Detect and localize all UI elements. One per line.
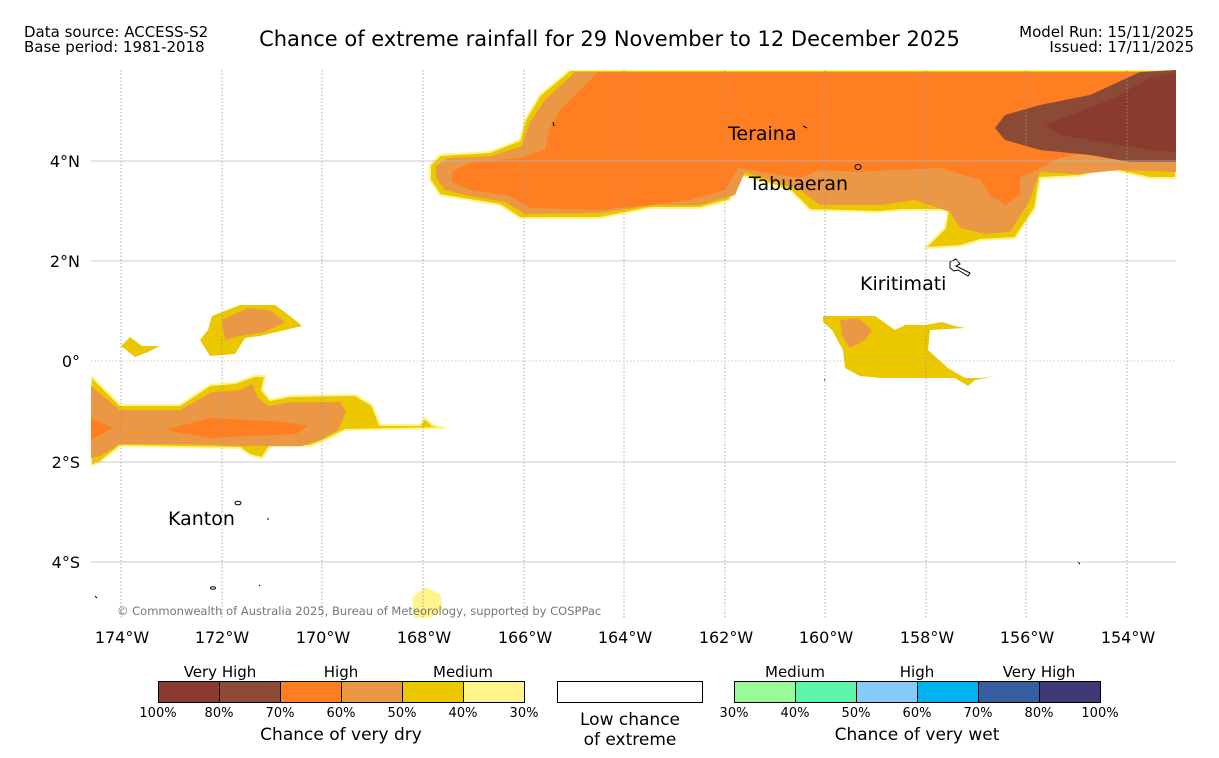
wet-category-high: High	[899, 663, 935, 681]
wet-legend-title: Chance of very wet	[834, 725, 1000, 745]
place-label-kiritimati: Kiritimati	[860, 273, 946, 295]
wet-swatch	[917, 682, 978, 702]
lat-label: 2°N	[50, 252, 80, 271]
wet-tick: 60%	[902, 706, 932, 721]
wet-swatch	[735, 682, 795, 702]
wet-category-medium: Medium	[765, 663, 825, 681]
page-title: Chance of extreme rainfall for 29 Novemb…	[259, 27, 960, 51]
islands	[94, 121, 1081, 599]
longitude-axis: 174°W 172°W 170°W 168°W 166°W 164°W 162°…	[95, 628, 1156, 647]
dry-swatch	[280, 682, 341, 702]
wet-tick: 30%	[719, 706, 749, 721]
dry-tick: 50%	[387, 706, 417, 721]
place-label-tabuaeran: Tabuaeran	[748, 173, 848, 195]
low-chance-line1: Low chance	[580, 710, 680, 730]
place-label-kanton: Kanton	[168, 508, 235, 530]
wet-tick: 70%	[963, 706, 993, 721]
lon-label: 174°W	[95, 628, 150, 647]
issued-label: Issued: 17/11/2025	[1049, 38, 1194, 56]
lon-label: 160°W	[799, 628, 854, 647]
dry-colorbar	[158, 681, 525, 703]
lat-label: 4°S	[52, 553, 80, 572]
lat-label: 2°S	[52, 453, 80, 472]
dry-swatch	[402, 682, 463, 702]
wet-tick: 40%	[780, 706, 810, 721]
dry-very-high-core	[1045, 72, 1176, 152]
low-chance-swatch	[557, 681, 703, 703]
lon-label: 168°W	[397, 628, 452, 647]
dry-high-core-north	[452, 72, 1150, 210]
dry-tick: 30%	[509, 706, 539, 721]
dry-tick: 60%	[326, 706, 356, 721]
model-run-label: Model Run: 15/11/2025	[1019, 23, 1194, 41]
lon-label: 162°W	[699, 628, 754, 647]
base-period-label: Base period: 1981-2018	[24, 38, 205, 56]
lon-label: 156°W	[1000, 628, 1055, 647]
dry-swatch	[463, 682, 524, 702]
low-chance-label: Low chance of extreme	[580, 710, 680, 750]
dry-category-high: High	[323, 663, 359, 681]
lon-label: 154°W	[1101, 628, 1156, 647]
latitude-gridlines	[91, 160, 1176, 563]
lon-label: 170°W	[296, 628, 351, 647]
wet-tick: 100%	[1081, 706, 1119, 721]
dry-category-very-high: Very High	[183, 663, 257, 681]
copyright-text: © Commonwealth of Australia 2025, Bureau…	[117, 604, 601, 618]
latitude-axis: 4°N 2°N 0° 2°S 4°S	[50, 152, 80, 572]
place-label-teraina: Teraina	[727, 123, 797, 145]
dry-low-region-south	[412, 587, 443, 618]
wet-swatch	[1039, 682, 1100, 702]
dry-swatch	[219, 682, 280, 702]
dry-tick: 100%	[139, 706, 177, 721]
wet-colorbar	[734, 681, 1101, 703]
dry-tick: 70%	[265, 706, 295, 721]
dry-medium-region-west-small	[121, 337, 160, 357]
lat-label: 4°N	[50, 152, 80, 171]
data-source-label: Data source: ACCESS-S2	[24, 23, 209, 41]
dry-high-core-southwest	[91, 418, 308, 440]
lat-label: 0°	[62, 352, 80, 371]
wet-category-very-high: Very High	[1002, 663, 1076, 681]
lon-label: 158°W	[900, 628, 955, 647]
wet-swatch	[978, 682, 1039, 702]
dry-legend-title: Chance of very dry	[260, 725, 422, 745]
dry-high-region-kiritimati	[840, 318, 872, 348]
map-shading	[91, 70, 1176, 618]
dry-swatch	[341, 682, 402, 702]
dry-category-medium: Medium	[433, 663, 493, 681]
dry-tick: 40%	[448, 706, 478, 721]
wet-tick: 80%	[1024, 706, 1054, 721]
dry-tick: 80%	[204, 706, 234, 721]
dry-high-region-west-north	[222, 308, 285, 340]
wet-swatch	[795, 682, 856, 702]
lon-label: 164°W	[598, 628, 653, 647]
lon-label: 172°W	[195, 628, 250, 647]
lon-label: 166°W	[498, 628, 553, 647]
low-chance-line2: of extreme	[583, 730, 677, 750]
dry-swatch	[159, 682, 219, 702]
place-labels: Teraina Tabuaeran Kiritimati Kanton	[168, 123, 946, 530]
wet-swatch	[856, 682, 917, 702]
wet-tick: 50%	[841, 706, 871, 721]
